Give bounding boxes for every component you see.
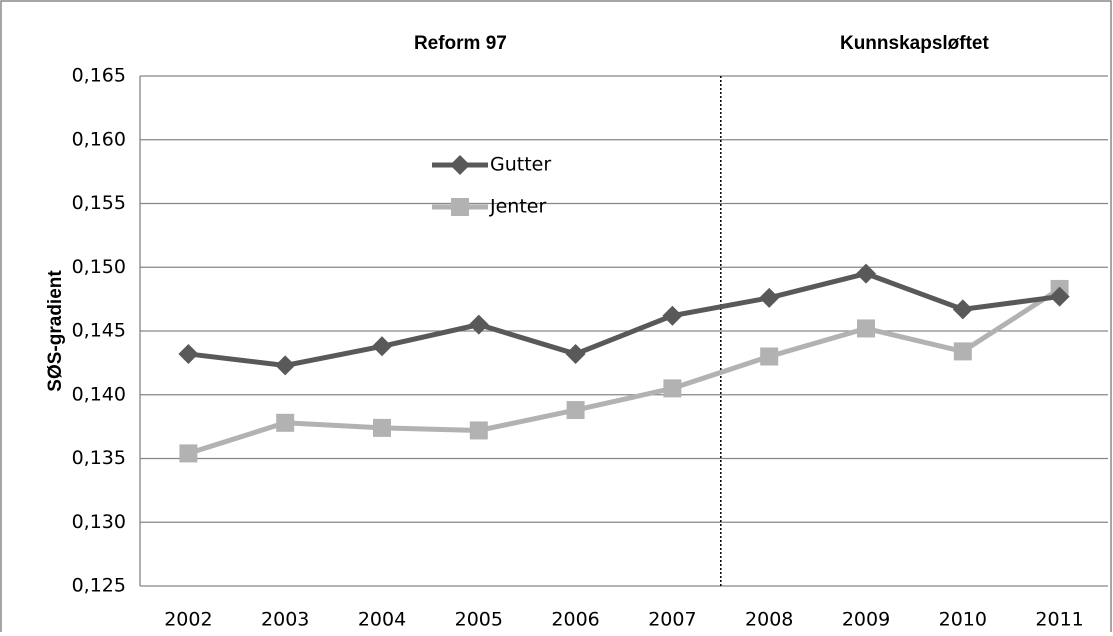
x-tick-label: 2003	[261, 609, 309, 631]
legend-label: Jenter	[489, 196, 546, 218]
y-tick-label: 0,140	[72, 383, 126, 405]
data-point	[372, 336, 392, 357]
legend-marker	[450, 155, 470, 175]
legend-marker	[451, 198, 469, 216]
data-point	[663, 379, 682, 398]
data-point	[952, 299, 973, 320]
data-point	[760, 347, 779, 366]
data-point	[1049, 286, 1070, 307]
data-point	[468, 314, 489, 335]
y-tick-label: 0,125	[72, 575, 126, 597]
data-point	[178, 343, 199, 364]
series-line	[188, 271, 1060, 368]
x-tick-label: 2005	[455, 609, 503, 631]
y-tick-label: 0,150	[72, 256, 126, 278]
x-tick-label: 2002	[164, 609, 212, 631]
data-point	[953, 342, 972, 361]
y-tick-label: 0,145	[72, 320, 126, 342]
data-point	[469, 421, 488, 440]
x-tick-label: 2006	[551, 609, 599, 631]
data-point	[857, 319, 875, 338]
data-point	[856, 263, 876, 284]
y-tick-label: 0,135	[72, 447, 126, 469]
data-point	[759, 287, 780, 308]
y-tick-label: 0,160	[72, 128, 126, 150]
legend-label: Gutter	[490, 154, 551, 176]
series-line	[187, 286, 1061, 456]
data-point	[662, 305, 683, 326]
x-tick-label: 2010	[939, 609, 987, 631]
y-tick-label: 0,165	[72, 65, 126, 87]
x-tick-label: 2004	[358, 609, 406, 631]
x-tick-label: 2009	[842, 609, 890, 631]
x-tick-label: 2011	[1035, 609, 1083, 631]
data-point	[566, 401, 585, 420]
annotation: Kunnskapsløftet	[840, 33, 990, 54]
x-tick-label: 2008	[745, 609, 793, 631]
data-point	[275, 355, 296, 376]
data-point	[373, 418, 391, 437]
annotation: Reform 97	[414, 33, 507, 54]
y-axis-label: SØS-gradient	[45, 270, 66, 392]
data-point	[276, 413, 295, 432]
y-tick-label: 0,130	[72, 511, 126, 533]
data-point	[179, 444, 198, 463]
data-point	[565, 343, 586, 364]
y-tick-label: 0,155	[72, 192, 126, 214]
x-tick-label: 2007	[648, 609, 696, 631]
